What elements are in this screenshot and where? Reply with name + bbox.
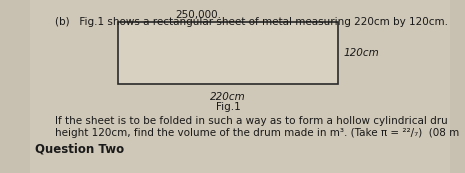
Text: 250,000.: 250,000.: [175, 10, 221, 20]
Text: Question Two: Question Two: [35, 142, 124, 155]
Text: 220cm: 220cm: [210, 92, 246, 102]
Text: If the sheet is to be folded in such a way as to form a hollow cylindrical dru: If the sheet is to be folded in such a w…: [55, 116, 448, 126]
Bar: [118, 22, 338, 84]
Text: (b)   Fig.1 shows a rectangular sheet of metal measuring 220cm by 120cm.: (b) Fig.1 shows a rectangular sheet of m…: [55, 17, 448, 27]
FancyBboxPatch shape: [30, 0, 450, 173]
Text: 120cm: 120cm: [343, 48, 379, 58]
Text: height 120cm, find the volume of the drum made in m³. (Take π = ²²/₇)  (08 m: height 120cm, find the volume of the dru…: [55, 128, 459, 138]
Text: Fig.1: Fig.1: [216, 102, 240, 112]
